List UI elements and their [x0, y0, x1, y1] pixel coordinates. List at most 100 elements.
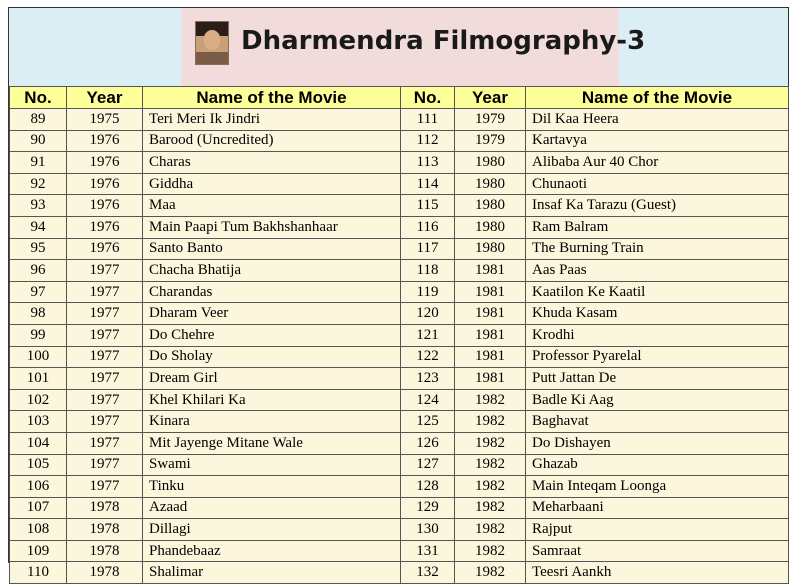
table-row: 94 1976 Main Paapi Tum Bakhshanhaar 116 1980…: [9, 215, 789, 239]
film-number: 92: [9, 172, 67, 196]
film-year: 1977: [66, 475, 143, 498]
film-year: 1978: [66, 561, 143, 584]
film-title: The Burning Train: [525, 237, 789, 261]
film-title: Kartavya: [525, 129, 789, 153]
film-title: Badle Ki Aag: [525, 388, 789, 412]
film-title: Dharam Veer: [142, 302, 401, 325]
film-number: 94: [9, 215, 67, 239]
film-title: Khel Khilari Ka: [142, 388, 401, 412]
film-number: 102: [9, 388, 67, 412]
film-number: 106: [9, 475, 67, 498]
film-number: 100: [9, 345, 67, 369]
title-box: Dharmendra Filmography-3: [181, 8, 645, 86]
header-banner: Dharmendra Filmography-3: [9, 8, 788, 86]
film-title: Samraat: [525, 539, 789, 563]
film-title: Baghavat: [525, 410, 789, 433]
film-title: Main Paapi Tum Bakhshanhaar: [142, 215, 401, 239]
table-row: 95 1976 Santo Banto 117 1980 The Burning Trai…: [9, 237, 789, 261]
film-year: 1982: [454, 410, 526, 433]
table-row: 108 1978 Dillagi 130 1982 Rajput: [9, 518, 789, 541]
film-year: 1977: [66, 259, 143, 282]
film-number: 123: [400, 367, 455, 390]
film-number: 129: [400, 496, 455, 520]
film-number: 97: [9, 280, 67, 304]
film-number: 125: [400, 410, 455, 433]
film-number: 124: [400, 388, 455, 412]
film-number: 98: [9, 302, 67, 325]
column-header-movie: Name of the Movie: [525, 86, 789, 109]
film-number: 117: [400, 237, 455, 261]
film-title: Shalimar: [142, 561, 401, 584]
film-title: Azaad: [142, 496, 401, 520]
film-year: 1977: [66, 345, 143, 369]
film-number: 91: [9, 151, 67, 174]
film-year: 1976: [66, 215, 143, 239]
film-year: 1976: [66, 194, 143, 217]
film-number: 127: [400, 453, 455, 477]
film-year: 1980: [454, 151, 526, 174]
page-title: Dharmendra Filmography-3: [241, 26, 646, 56]
film-number: 122: [400, 345, 455, 369]
film-title: Rajput: [525, 518, 789, 541]
film-number: 105: [9, 453, 67, 477]
film-title: Main Inteqam Loonga: [525, 475, 789, 498]
column-header-no: No.: [400, 86, 455, 109]
film-number: 103: [9, 410, 67, 433]
film-year: 1982: [454, 539, 526, 563]
film-number: 108: [9, 518, 67, 541]
film-number: 104: [9, 431, 67, 455]
film-year: 1976: [66, 237, 143, 261]
film-title: Ram Balram: [525, 215, 789, 239]
film-year: 1981: [454, 259, 526, 282]
film-title: Dil Kaa Heera: [525, 108, 789, 131]
film-number: 107: [9, 496, 67, 520]
table-row: 90 1976 Barood (Uncredited) 112 1979 Kartavya: [9, 129, 789, 153]
table-row: 92 1976 Giddha 114 1980 Chunaoti: [9, 172, 789, 196]
film-year: 1977: [66, 431, 143, 455]
film-title: Professor Pyarelal: [525, 345, 789, 369]
column-header-year: Year: [66, 86, 143, 109]
film-year: 1980: [454, 172, 526, 196]
film-title: Teesri Aankh: [525, 561, 789, 584]
filmography-sheet: Dharmendra Filmography-3 No. Year Name o…: [8, 7, 789, 584]
film-number: 96: [9, 259, 67, 282]
film-year: 1982: [454, 453, 526, 477]
table-row: 104 1977 Mit Jayenge Mitane Wale 126 1982 Do …: [9, 431, 789, 455]
film-year: 1981: [454, 280, 526, 304]
film-number: 128: [400, 475, 455, 498]
film-year: 1981: [454, 345, 526, 369]
film-year: 1980: [454, 194, 526, 217]
film-year: 1976: [66, 151, 143, 174]
film-number: 118: [400, 259, 455, 282]
film-title: Phandebaaz: [142, 539, 401, 563]
table-row: 91 1976 Charas 113 1980 Alibaba Aur 40 Chor: [9, 151, 789, 174]
table-row: 97 1977 Charandas 119 1981 Kaatilon Ke Kaatil: [9, 280, 789, 304]
table-row: 101 1977 Dream Girl 123 1981 Putt Jattan De: [9, 367, 789, 390]
film-year: 1981: [454, 302, 526, 325]
film-year: 1982: [454, 388, 526, 412]
table-row: 103 1977 Kinara 125 1982 Baghavat: [9, 410, 789, 433]
table-row: 102 1977 Khel Khilari Ka 124 1982 Badle Ki Aa…: [9, 388, 789, 412]
film-number: 120: [400, 302, 455, 325]
column-header-movie: Name of the Movie: [142, 86, 401, 109]
film-year: 1977: [66, 410, 143, 433]
film-title: Do Sholay: [142, 345, 401, 369]
film-number: 121: [400, 323, 455, 347]
film-number: 112: [400, 129, 455, 153]
film-number: 109: [9, 539, 67, 563]
film-year: 1977: [66, 302, 143, 325]
table-header-row: No. Year Name of the Movie No. Year Name…: [9, 86, 789, 109]
film-title: Charandas: [142, 280, 401, 304]
filmography-table: No. Year Name of the Movie No. Year Name…: [9, 86, 789, 584]
film-number: 90: [9, 129, 67, 153]
film-title: Ghazab: [525, 453, 789, 477]
film-number: 110: [9, 561, 67, 584]
film-year: 1982: [454, 561, 526, 584]
film-title: Santo Banto: [142, 237, 401, 261]
film-year: 1978: [66, 539, 143, 563]
film-number: 99: [9, 323, 67, 347]
film-year: 1976: [66, 129, 143, 153]
film-year: 1981: [454, 367, 526, 390]
film-number: 113: [400, 151, 455, 174]
actor-photo: [195, 21, 229, 65]
